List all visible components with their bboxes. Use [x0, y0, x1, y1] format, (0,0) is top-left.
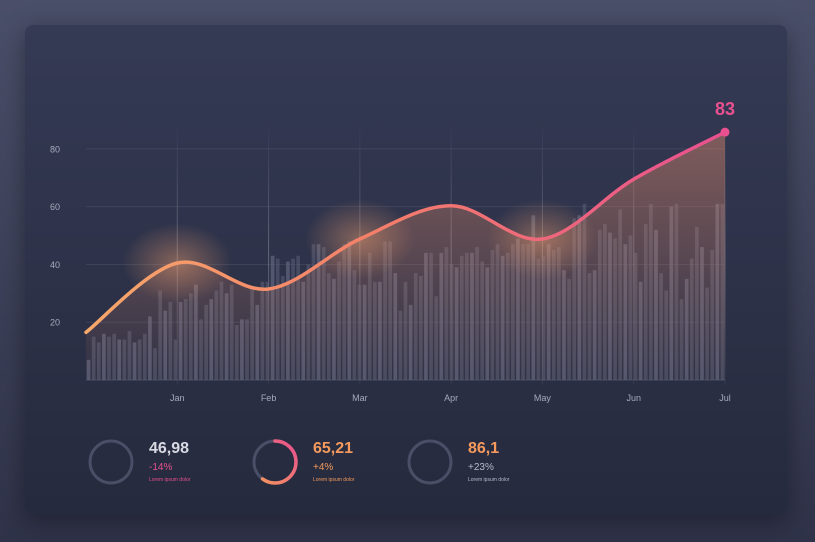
stat-item: 86,1 +23% Lorem ipsum dolor: [406, 438, 566, 488]
ring-track: [407, 439, 453, 485]
dashboard-card: 83 20 40 60 80 Jan Feb Mar Apr May Jun Jul 46,98 -…: [25, 25, 787, 515]
end-value-label: 83: [715, 99, 735, 119]
progress-ring: [407, 439, 453, 485]
ring-progress: [252, 439, 298, 485]
y-tick-label: 40: [50, 260, 60, 270]
ring-track: [252, 439, 298, 485]
stat-value: 46,98: [149, 440, 190, 457]
line-chart: 83 20 40 60 80 Jan Feb Mar Apr May Jun Jul: [50, 99, 735, 403]
stat-value: 65,21: [313, 440, 354, 457]
stat-change: +4%: [313, 462, 334, 473]
stat-value: 86,1: [468, 440, 500, 457]
axis-labels: 20 40 60 80 Jan Feb Mar Apr May Jun Jul: [50, 144, 731, 403]
x-tick-label: Mar: [352, 393, 368, 403]
series-line: [84, 130, 727, 335]
end-point: [720, 127, 730, 137]
x-tick-label: Apr: [444, 393, 458, 403]
progress-ring: [88, 439, 134, 485]
stat-caption: Lorem ipsum dolor: [313, 477, 355, 483]
x-tick-label: Jun: [626, 393, 641, 403]
y-tick-label: 20: [50, 318, 60, 328]
stat-change: -14%: [149, 462, 173, 473]
stat-item: 46,98 -14% Lorem ipsum dolor: [87, 438, 247, 488]
grid-line-v: [268, 120, 270, 385]
stat-change: +23%: [468, 462, 494, 473]
x-tick-label: Feb: [261, 393, 277, 403]
x-tick-label: Jan: [170, 393, 185, 403]
x-tick-label: Jul: [719, 393, 731, 403]
y-tick-label: 60: [50, 202, 60, 212]
x-tick-label: May: [534, 393, 552, 403]
ring-track: [88, 439, 134, 485]
y-tick-label: 80: [50, 144, 60, 154]
stat-item: 65,21 +4% Lorem ipsum dolor: [251, 438, 411, 488]
stat-caption: Lorem ipsum dolor: [149, 477, 191, 483]
progress-ring: [252, 439, 298, 485]
line-series: 83: [84, 99, 735, 335]
stat-caption: Lorem ipsum dolor: [468, 477, 510, 483]
